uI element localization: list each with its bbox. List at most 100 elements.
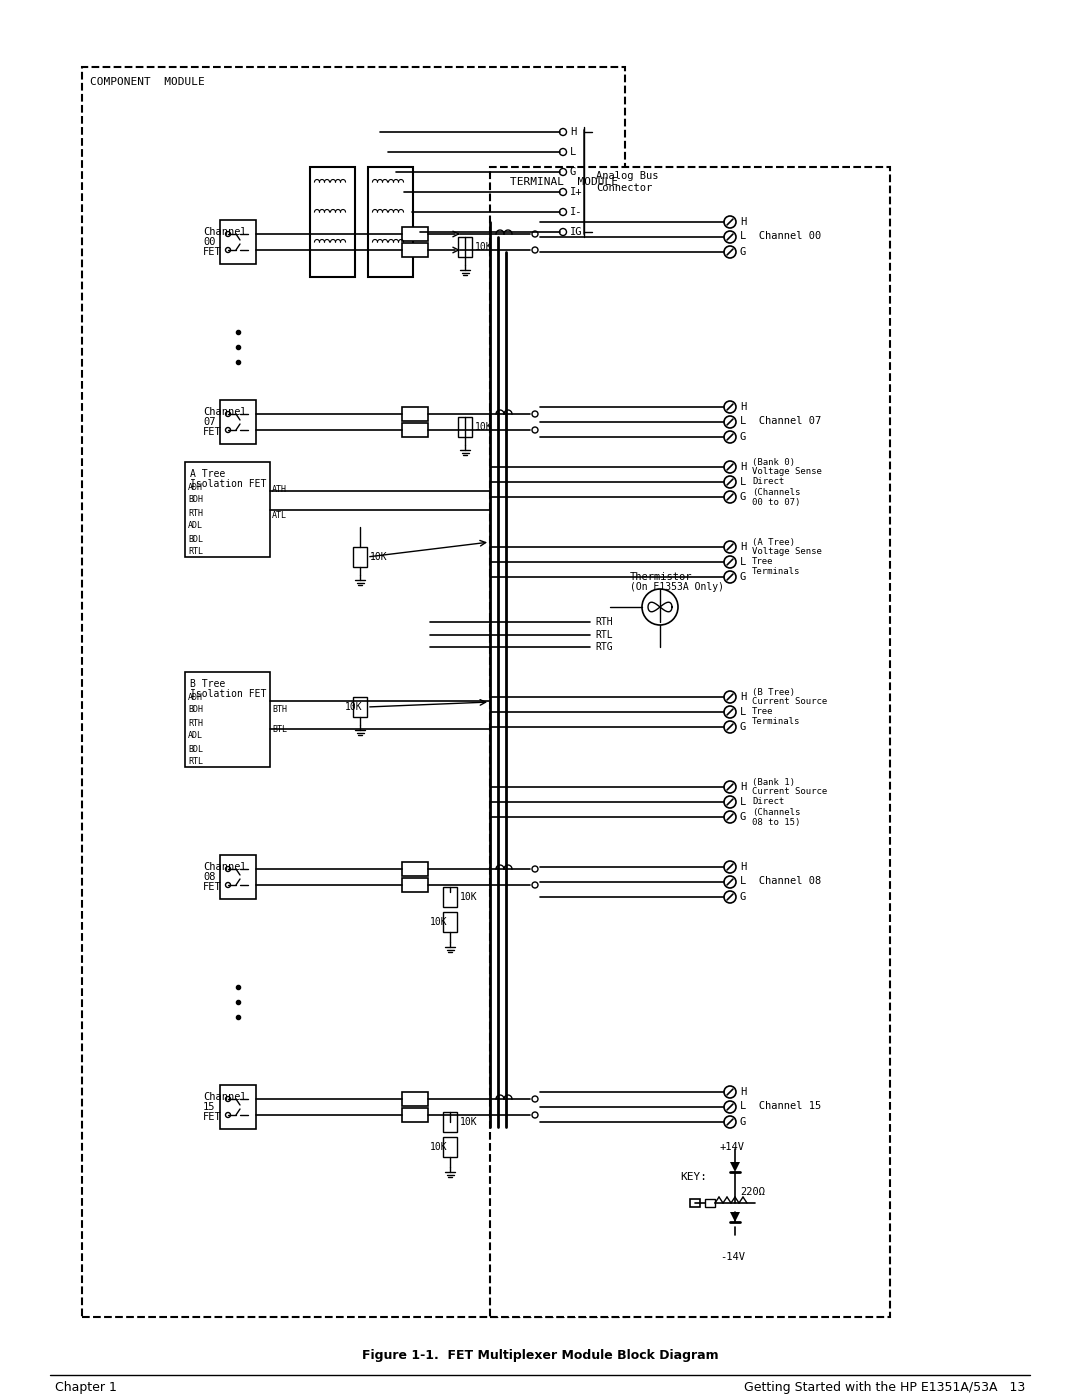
Text: L  Channel 08: L Channel 08 (740, 876, 821, 886)
Bar (458, 416, 472, 437)
Bar (402, 243, 428, 257)
Text: 07: 07 (203, 416, 216, 427)
Bar (402, 1108, 428, 1122)
Text: ATH: ATH (272, 485, 287, 493)
Polygon shape (730, 1162, 740, 1172)
Text: H: H (740, 217, 746, 226)
Text: ADH: ADH (188, 693, 203, 701)
Text: RTH: RTH (188, 509, 203, 517)
Text: ATL: ATL (272, 510, 287, 520)
Text: 10K: 10K (430, 1141, 447, 1153)
Bar (443, 887, 457, 907)
Text: +14V: +14V (720, 1141, 745, 1153)
Text: 10K: 10K (430, 916, 447, 928)
Bar (490, 168, 890, 1317)
Bar (220, 219, 256, 264)
Text: Voltage Sense: Voltage Sense (752, 548, 822, 556)
Text: I-: I- (570, 207, 582, 217)
Text: Terminals: Terminals (752, 567, 800, 577)
Text: G: G (740, 432, 746, 441)
Text: RTL: RTL (188, 757, 203, 767)
Text: G: G (740, 492, 746, 502)
Bar (353, 548, 367, 567)
Bar (368, 168, 413, 277)
Bar (402, 407, 428, 420)
Text: 10K: 10K (345, 703, 363, 712)
Text: L: L (740, 798, 746, 807)
Bar (690, 1199, 700, 1207)
Text: (Channels: (Channels (752, 807, 800, 816)
Bar (402, 226, 428, 242)
Text: H: H (740, 782, 746, 792)
Text: H: H (570, 127, 577, 137)
Text: COMPONENT  MODULE: COMPONENT MODULE (90, 77, 205, 87)
Text: H: H (740, 862, 746, 872)
Text: L  Channel 07: L Channel 07 (740, 416, 821, 426)
Text: G: G (740, 571, 746, 583)
Text: H: H (740, 1087, 746, 1097)
Text: Current Source: Current Source (752, 697, 827, 707)
Bar (443, 1137, 457, 1157)
Text: Tree: Tree (752, 557, 773, 567)
Bar (82, 67, 625, 1317)
Text: Channel: Channel (203, 1092, 246, 1102)
Text: H: H (740, 542, 746, 552)
Text: L  Channel 15: L Channel 15 (740, 1101, 821, 1111)
Text: Voltage Sense: Voltage Sense (752, 468, 822, 476)
Text: BDL: BDL (188, 745, 203, 753)
Text: H: H (740, 462, 746, 472)
Text: (B Tree): (B Tree) (752, 687, 795, 697)
Text: A Tree: A Tree (190, 469, 226, 479)
Bar (220, 855, 256, 900)
Bar (443, 1112, 457, 1132)
Text: Figure 1-1.  FET Multiplexer Module Block Diagram: Figure 1-1. FET Multiplexer Module Block… (362, 1348, 718, 1362)
Text: G: G (740, 893, 746, 902)
Text: RTL: RTL (595, 630, 612, 640)
Text: 10K: 10K (460, 893, 477, 902)
Text: Channel: Channel (203, 862, 246, 872)
Text: TERMINAL  MODULE: TERMINAL MODULE (510, 177, 618, 187)
Text: L: L (740, 557, 746, 567)
Text: Channel: Channel (203, 226, 246, 237)
Text: IG: IG (570, 226, 582, 237)
Bar (220, 400, 256, 444)
Text: BDL: BDL (188, 535, 203, 543)
Bar (705, 1199, 715, 1207)
Text: ADH: ADH (188, 482, 203, 492)
Text: FET: FET (203, 427, 221, 437)
Text: FET: FET (203, 1112, 221, 1122)
Bar (402, 862, 428, 876)
Text: 220Ω: 220Ω (740, 1187, 765, 1197)
Text: G: G (740, 247, 746, 257)
Text: H: H (740, 692, 746, 703)
Text: BDH: BDH (188, 496, 203, 504)
Text: RTH: RTH (188, 718, 203, 728)
Text: Direct: Direct (752, 798, 784, 806)
Text: H: H (740, 402, 746, 412)
Text: Channel: Channel (203, 407, 246, 416)
Text: RTL: RTL (188, 548, 203, 556)
Text: G: G (570, 168, 577, 177)
Polygon shape (730, 1213, 740, 1222)
Text: (Bank 1): (Bank 1) (752, 778, 795, 787)
Text: Isolation FET: Isolation FET (190, 479, 267, 489)
Bar (185, 672, 270, 767)
Text: 10K: 10K (475, 242, 492, 251)
Text: 00 to 07): 00 to 07) (752, 497, 800, 507)
Text: ADL: ADL (188, 521, 203, 531)
Text: 08 to 15): 08 to 15) (752, 817, 800, 827)
Text: Current Source: Current Source (752, 788, 827, 796)
Text: Getting Started with the HP E1351A/53A   13: Getting Started with the HP E1351A/53A 1… (744, 1380, 1025, 1393)
Text: BDH: BDH (188, 705, 203, 714)
Bar (220, 1085, 256, 1129)
Text: B Tree: B Tree (190, 679, 226, 689)
Text: (Bank 0): (Bank 0) (752, 457, 795, 467)
Bar (402, 877, 428, 893)
Text: 10K: 10K (475, 422, 492, 432)
Text: BTH: BTH (272, 704, 287, 714)
Bar (185, 462, 270, 557)
Text: (A Tree): (A Tree) (752, 538, 795, 546)
Text: I+: I+ (570, 187, 582, 197)
Text: 15: 15 (203, 1102, 216, 1112)
Text: G: G (740, 812, 746, 821)
